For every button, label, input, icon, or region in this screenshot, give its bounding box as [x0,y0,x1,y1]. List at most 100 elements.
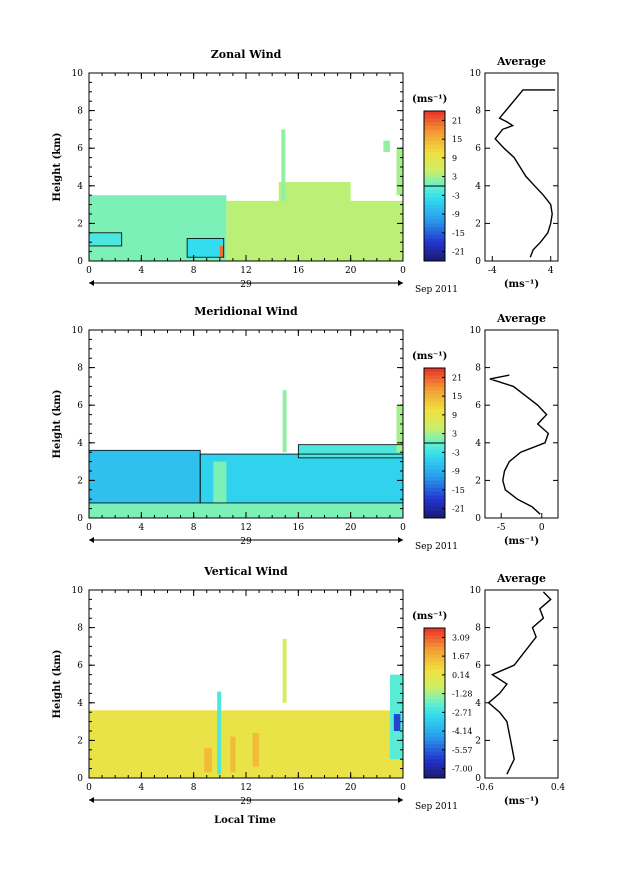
colorbar-segment [424,193,445,198]
heatmap-cell [281,129,286,201]
x-tick-label: 4 [138,783,144,793]
colorbar-segment [424,736,445,741]
colorbar-segment [424,163,445,168]
colorbar-tick-label: -21 [452,505,465,514]
colorbar-segment [424,126,445,131]
x-axis-label: Local Time [214,815,276,826]
colorbar-tick-label: 3 [452,173,457,182]
average-y-tick-label: 6 [475,144,481,154]
y-tick-label: 0 [77,774,83,784]
x-tick-label: 0 [400,783,406,793]
colorbar-segment [424,216,445,221]
colorbar-segment [424,182,445,187]
colorbar-segment [424,729,445,734]
y-tick-label: 8 [77,624,83,634]
colorbar-segment [424,171,445,176]
colorbar-tick-label: -3 [452,191,460,200]
colorbar-tick-label: -3 [452,448,460,457]
colorbar-segment [424,673,445,678]
colorbar-tick-label: -2.71 [452,708,473,717]
colorbar-tick-label: 21 [452,373,462,382]
colorbar-segment [424,465,445,470]
colorbar-segment [424,506,445,511]
colorbar-segment [424,733,445,738]
colorbar-segment [424,189,445,194]
colorbar-segment [424,234,445,239]
y-axis-label: Height (km) [52,650,63,719]
colorbar-segment [424,227,445,232]
colorbar-tick-label: -1.28 [452,690,473,699]
colorbar-segment [424,491,445,496]
colorbar-segment [424,242,445,247]
day-arrow-right [398,537,403,543]
colorbar-segment [424,133,445,138]
average-x-tick-label: 0.4 [551,783,566,793]
x-tick-label: 16 [293,266,305,276]
y-tick-label: 2 [77,219,83,229]
day-arrow-right [398,280,403,286]
y-tick-label: 6 [77,144,83,154]
colorbar-segment [424,706,445,711]
colorbar-tick-label: -4.14 [452,727,473,736]
y-tick-label: 0 [77,257,83,267]
colorbar-segment [424,144,445,149]
colorbar-tick-label: 9 [452,154,457,163]
heatmap-cell [383,140,390,152]
colorbar-tick-label: 15 [452,392,462,401]
colorbar-segment [424,152,445,157]
colorbar-segment [424,495,445,500]
average-profile-line [489,374,550,515]
colorbar-segment [424,669,445,674]
average-y-tick-label: 10 [470,586,482,596]
date-label: Sep 2011 [415,285,458,295]
colorbar-segment [424,167,445,172]
colorbar-segment [424,699,445,704]
colorbar-segment [424,770,445,775]
colorbar-segment [424,480,445,485]
x-tick-label: 12 [240,523,251,533]
colorbar-segment [424,631,445,636]
average-y-tick-label: 2 [475,219,481,229]
colorbar-segment [424,208,445,213]
colorbar-tick-label: 3.09 [452,633,470,642]
chart-title: Meridional Wind [194,305,298,318]
colorbar-segment [424,654,445,659]
x-tick-label: 8 [191,266,197,276]
average-title: Average [496,55,546,68]
average-frame [484,329,559,519]
average-y-tick-label: 4 [475,439,481,449]
colorbar-segment [424,398,445,403]
colorbar-tick-label: -9 [452,210,460,219]
y-tick-label: 4 [77,699,83,709]
colorbar-tick-label: -5.57 [452,746,473,755]
colorbar-segment [424,703,445,708]
colorbar-segment [424,435,445,440]
chart-title: Vertical Wind [203,565,288,578]
y-tick-label: 4 [77,439,83,449]
day-label: 29 [240,280,252,290]
colorbar-segment [424,461,445,466]
colorbar-segment [424,755,445,760]
y-tick-label: 10 [72,326,84,336]
date-label: Sep 2011 [415,542,458,552]
day-arrow-left [89,280,94,286]
heatmap-cell [230,736,236,773]
heatmap-cell [219,245,224,258]
colorbar-segment [424,510,445,515]
colorbar-segment [424,390,445,395]
colorbar-segment [424,249,445,254]
colorbar-segment [424,246,445,251]
colorbar-segment [424,424,445,429]
colorbar-segment [424,386,445,391]
colorbar-tick-label: -7.00 [452,765,473,774]
colorbar-segment [424,458,445,463]
average-frame [484,72,559,262]
colorbar-segment [424,710,445,715]
average-x-tick-label: -4 [488,266,497,276]
colorbar-segment [424,394,445,399]
colorbar-unit: (ms⁻¹) [412,351,447,362]
day-arrow-left [89,797,94,803]
colorbar-segment [424,774,445,779]
colorbar-segment [424,650,445,655]
